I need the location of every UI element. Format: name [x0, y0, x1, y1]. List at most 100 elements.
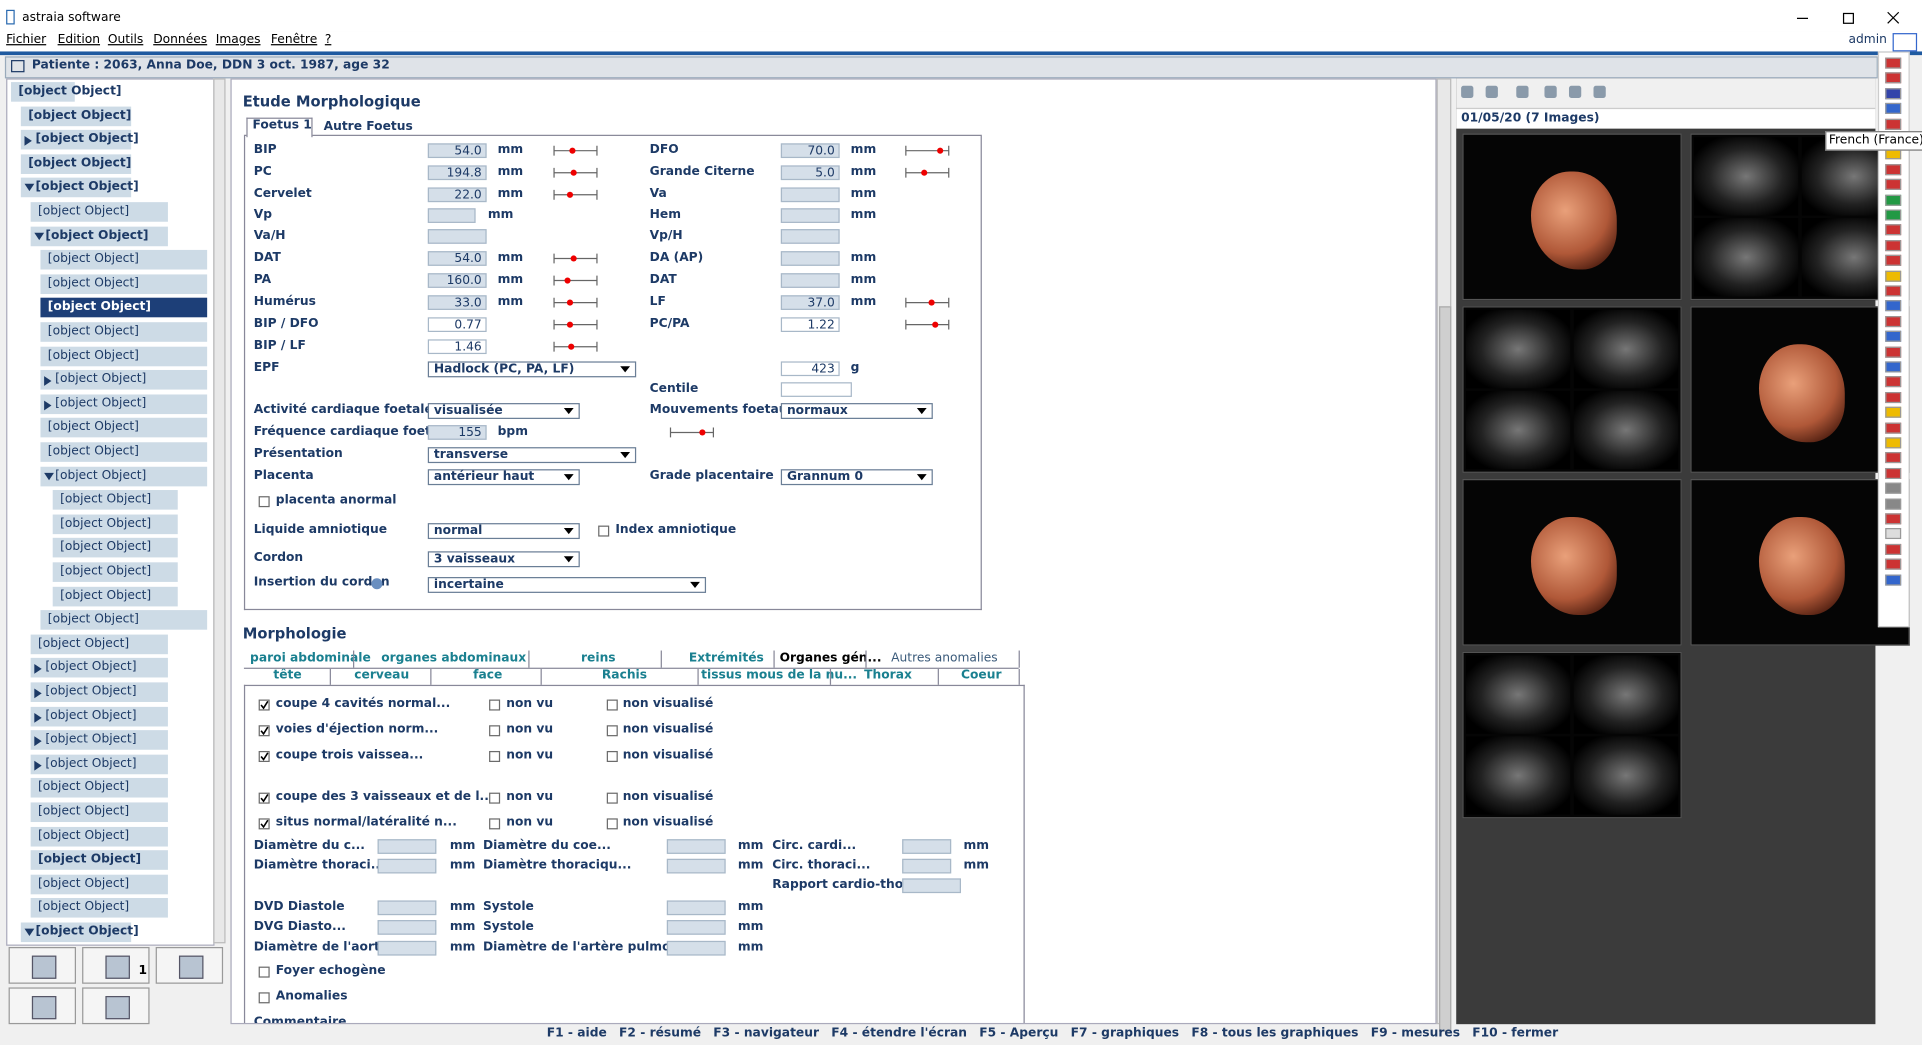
- menu-item[interactable]: Données: [153, 33, 208, 47]
- nav-item[interactable]: [30, 850, 168, 871]
- nav-label[interactable]: [object Object]: [45, 228, 149, 243]
- nav-item[interactable]: [40, 394, 208, 414]
- nav-label[interactable]: [object Object]: [47, 324, 139, 339]
- flag[interactable]: [1885, 224, 1902, 236]
- input-box[interactable]: 22.0: [427, 187, 487, 203]
- nav-label[interactable]: [object Object]: [47, 348, 139, 363]
- nav-item[interactable]: [30, 754, 168, 775]
- tool-button[interactable]: [8, 987, 76, 1025]
- nav-label[interactable]: [object Object]: [60, 588, 152, 603]
- dropdown[interactable]: normaux: [780, 403, 933, 419]
- nav-label[interactable]: [object Object]: [60, 492, 152, 507]
- menu-item[interactable]: Images: [215, 33, 261, 47]
- nav-item[interactable]: [20, 154, 132, 174]
- flag[interactable]: [1885, 118, 1902, 130]
- flag[interactable]: [1885, 437, 1902, 449]
- nav-item[interactable]: [40, 370, 208, 390]
- nav-item[interactable]: [30, 874, 168, 895]
- nav-label[interactable]: [object Object]: [37, 852, 142, 867]
- tool-icon[interactable]: [1544, 85, 1557, 99]
- nav-item[interactable]: [52, 538, 178, 558]
- nav-label[interactable]: [object Object]: [60, 564, 152, 579]
- flag[interactable]: [1885, 179, 1902, 191]
- flag[interactable]: [1885, 239, 1902, 251]
- nav-item[interactable]: [30, 778, 168, 799]
- checkbox[interactable]: [489, 699, 501, 711]
- menu-item[interactable]: Edition: [57, 33, 101, 47]
- checkbox[interactable]: [489, 750, 501, 763]
- nav-label[interactable]: [object Object]: [37, 636, 130, 651]
- image-thumbnail[interactable]: [1462, 133, 1682, 301]
- nav-item[interactable]: [30, 658, 168, 678]
- input-box[interactable]: 194.8: [427, 165, 487, 181]
- input-box[interactable]: 0.77: [427, 317, 487, 332]
- dropdown[interactable]: 3 vaisseaux: [427, 551, 580, 568]
- nav-label[interactable]: [object Object]: [60, 516, 152, 531]
- input-box[interactable]: [377, 940, 437, 956]
- input-box[interactable]: [902, 878, 962, 894]
- flag[interactable]: [1885, 300, 1902, 312]
- tool-icon[interactable]: [178, 955, 204, 979]
- nav-label[interactable]: [object Object]: [45, 732, 137, 747]
- tool-icon[interactable]: [1485, 85, 1498, 99]
- nav-item[interactable]: [30, 898, 168, 919]
- nav-label[interactable]: [object Object]: [47, 420, 139, 435]
- input-box[interactable]: [780, 273, 840, 288]
- image-thumbnail[interactable]: [1690, 306, 1910, 473]
- nav-label[interactable]: [object Object]: [45, 660, 137, 675]
- checkbox[interactable]: [258, 966, 270, 978]
- nav-item[interactable]: [40, 274, 208, 294]
- input-box[interactable]: [780, 208, 840, 223]
- dropdown[interactable]: incertaine: [427, 577, 707, 593]
- input-box[interactable]: [377, 839, 437, 854]
- input-box[interactable]: [780, 251, 840, 266]
- checkbox[interactable]: [489, 792, 501, 804]
- menu-item[interactable]: Fichier: [6, 33, 47, 47]
- nav-label[interactable]: [object Object]: [37, 204, 130, 219]
- tool-icon[interactable]: [31, 955, 57, 979]
- nav-item[interactable]: [52, 490, 178, 510]
- nav-item[interactable]: [20, 106, 132, 126]
- tab[interactable]: [246, 117, 313, 138]
- nav-item[interactable]: [40, 346, 208, 366]
- nav-label[interactable]: [object Object]: [55, 372, 147, 387]
- input-box[interactable]: 70.0: [780, 143, 840, 159]
- flag[interactable]: [1885, 513, 1902, 525]
- image-thumbnail[interactable]: [1462, 306, 1682, 473]
- input-box[interactable]: 54.0: [427, 143, 487, 159]
- nav-label[interactable]: [object Object]: [47, 252, 139, 267]
- checkbox[interactable]: [606, 725, 618, 737]
- tool-icon[interactable]: [31, 995, 57, 1020]
- checkbox[interactable]: [606, 750, 618, 763]
- nav-item[interactable]: [30, 802, 168, 823]
- expander[interactable]: [44, 472, 54, 480]
- flag[interactable]: [1885, 255, 1902, 267]
- flag[interactable]: [1885, 558, 1902, 570]
- flag[interactable]: [1885, 194, 1902, 206]
- nav-label[interactable]: [object Object]: [47, 612, 139, 627]
- input-box[interactable]: [780, 382, 852, 397]
- nav-item[interactable]: [30, 706, 168, 726]
- nav-label[interactable]: [object Object]: [37, 828, 130, 843]
- flag[interactable]: [1885, 467, 1902, 479]
- nav-label[interactable]: [object Object]: [37, 876, 130, 891]
- flag[interactable]: [1885, 406, 1902, 418]
- expander[interactable]: [34, 760, 42, 771]
- checkbox[interactable]: [258, 818, 270, 830]
- nav-label[interactable]: [object Object]: [28, 108, 132, 123]
- flag[interactable]: [1885, 103, 1902, 115]
- nav-item[interactable]: [30, 826, 168, 847]
- nav-label[interactable]: [object Object]: [60, 540, 152, 555]
- input-box[interactable]: [666, 940, 726, 956]
- input-box[interactable]: [902, 839, 952, 854]
- checkbox[interactable]: [258, 792, 270, 804]
- nav-item[interactable]: [20, 130, 132, 150]
- image-thumbnail[interactable]: [1462, 651, 1682, 819]
- input-box[interactable]: [377, 858, 437, 874]
- flag[interactable]: [1885, 270, 1902, 282]
- menu-item[interactable]: ?: [324, 33, 332, 47]
- flag[interactable]: [1885, 543, 1902, 555]
- flag[interactable]: [1885, 376, 1902, 388]
- input-box[interactable]: 54.0: [427, 251, 487, 266]
- checkbox[interactable]: [606, 818, 618, 830]
